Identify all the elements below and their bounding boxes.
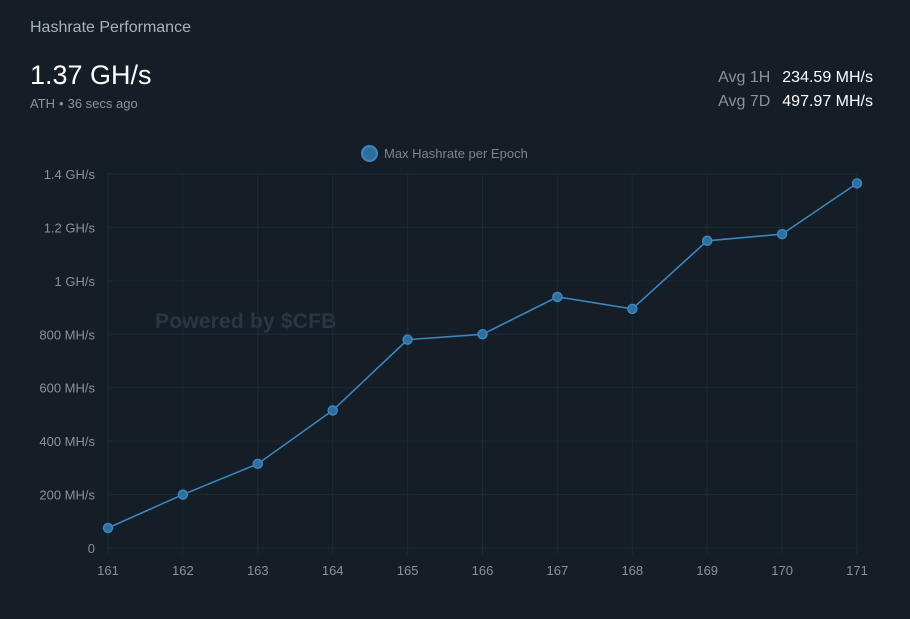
legend-swatch bbox=[361, 145, 378, 162]
chart-title: Hashrate Performance bbox=[30, 19, 191, 36]
chart-legend[interactable]: Max Hashrate per Epoch bbox=[361, 145, 528, 162]
ath-label: ATH bbox=[30, 96, 56, 111]
data-point bbox=[851, 178, 863, 189]
avg-1h-label: Avg 1H bbox=[718, 69, 771, 86]
legend-label: Max Hashrate per Epoch bbox=[384, 146, 528, 161]
y-tick-label: 1.4 GH/s bbox=[44, 167, 96, 182]
x-tick-label: 171 bbox=[846, 563, 868, 578]
x-tick-label: 169 bbox=[696, 563, 718, 578]
watermark: Powered by $CFB bbox=[155, 310, 337, 333]
data-point bbox=[402, 334, 413, 345]
data-point bbox=[552, 291, 563, 303]
x-tick-label: 166 bbox=[472, 563, 494, 578]
avg-7d-value: 497.97 MH/s bbox=[782, 93, 873, 110]
y-tick-label: 600 MH/s bbox=[39, 381, 95, 396]
ath-time: 36 secs ago bbox=[67, 96, 138, 111]
x-tick-label: 163 bbox=[247, 563, 269, 578]
x-tick-label: 161 bbox=[97, 563, 119, 578]
x-tick-label: 167 bbox=[547, 563, 569, 578]
data-point bbox=[177, 489, 189, 500]
avg-1h-stat: Avg 1H 234.59 MH/s bbox=[718, 69, 873, 87]
ath-subtitle: ATH • 36 secs ago bbox=[30, 96, 138, 111]
y-tick-label: 200 MH/s bbox=[39, 488, 95, 503]
data-point bbox=[252, 458, 264, 470]
avg-7d-stat: Avg 7D 497.97 MH/s bbox=[718, 93, 873, 111]
ath-hashrate-value: 1.37 GH/s bbox=[30, 60, 152, 90]
y-tick-label: 1 GH/s bbox=[55, 274, 96, 289]
avg-7d-label: Avg 7D bbox=[718, 93, 771, 110]
data-point bbox=[701, 235, 713, 247]
x-tick-label: 162 bbox=[172, 563, 194, 578]
y-tick-label: 400 MH/s bbox=[39, 434, 95, 449]
avg-1h-value: 234.59 MH/s bbox=[782, 69, 873, 86]
y-tick-label: 0 bbox=[88, 541, 95, 556]
data-point bbox=[776, 228, 788, 240]
y-tick-label: 800 MH/s bbox=[39, 327, 95, 342]
x-tick-label: 165 bbox=[397, 563, 419, 578]
separator-dot: • bbox=[59, 96, 64, 111]
y-tick-label: 1.2 GH/s bbox=[44, 220, 96, 235]
x-tick-label: 164 bbox=[322, 563, 344, 578]
data-point bbox=[627, 303, 638, 315]
x-tick-label: 168 bbox=[621, 563, 643, 578]
x-tick-label: 170 bbox=[771, 563, 793, 578]
data-point bbox=[102, 522, 114, 534]
data-point bbox=[327, 405, 338, 416]
data-point bbox=[477, 329, 488, 340]
